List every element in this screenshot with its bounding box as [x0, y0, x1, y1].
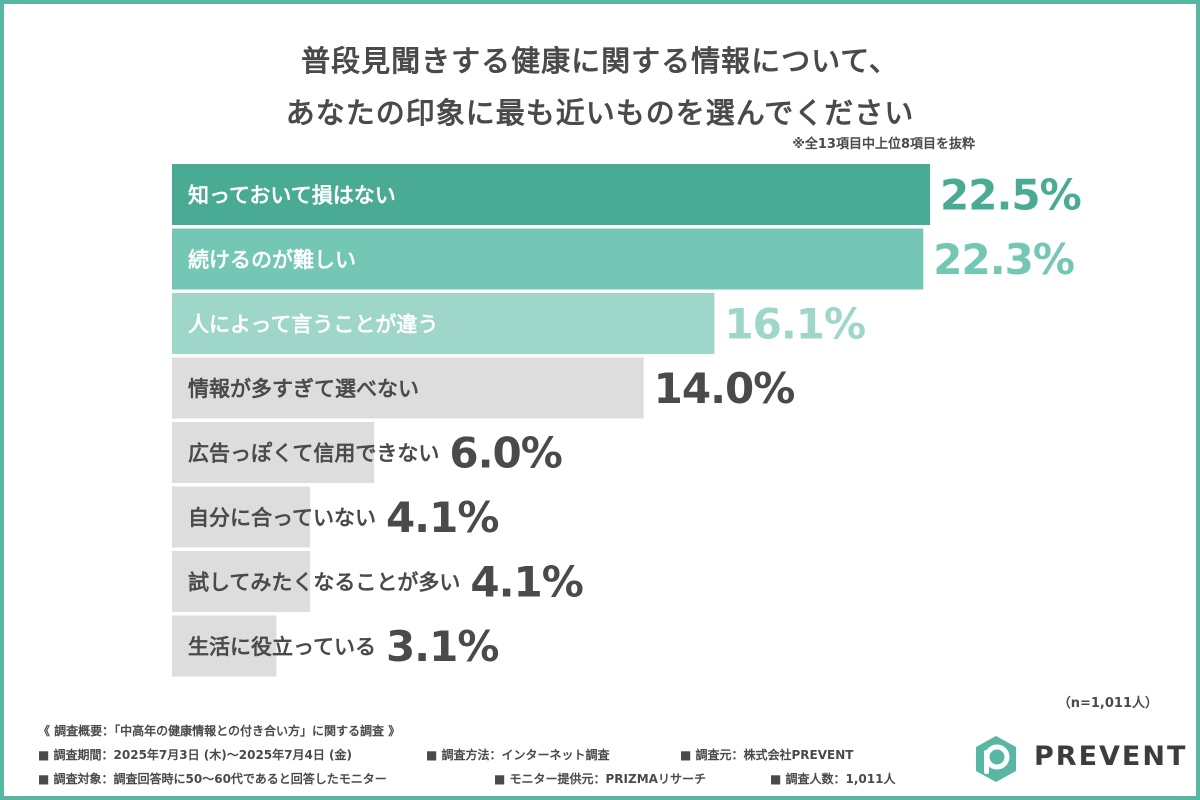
chart-title-line1: 普段見聞きする健康に関する情報について、 — [301, 44, 899, 78]
survey-target: ■ 調査対象：調査回答時に50〜60代であると回答したモニター — [38, 772, 387, 786]
survey-organizer: ■ 調査元：株式会社PREVENT — [680, 748, 854, 762]
logo-text: PREVENT — [1034, 741, 1188, 772]
bar-label-8: 生活に役立っている — [188, 635, 376, 659]
bar-value-5: 6.0% — [449, 429, 561, 478]
bar-label-1: 知っておいて損はない — [188, 184, 396, 208]
survey-method: ■ 調査方法：インターネット調査 — [426, 748, 610, 762]
survey-count: ■ 調査人数：1,011人 — [770, 772, 896, 786]
bar-1 — [172, 164, 930, 225]
bar-5 — [172, 422, 375, 483]
prevent-logo: PREVENT — [970, 733, 1185, 783]
bar-label-5: 広告っぽくて信用できない — [188, 442, 439, 466]
bar-value-3: 16.1% — [724, 300, 865, 349]
survey-period: ■ 調査期間：2025年7月3日 (木)〜2025年7月4日 (金) — [38, 748, 353, 762]
bar-value-8: 3.1% — [386, 622, 498, 671]
bar-6 — [172, 486, 311, 548]
bar-3 — [172, 293, 715, 354]
bar-2 — [172, 228, 924, 290]
bar-label-7: 試してみたくなることが多い — [188, 571, 460, 595]
bar-value-6: 4.1% — [386, 493, 498, 542]
sample-size-note: （n=1,011人） — [1057, 696, 1158, 711]
bar-label-6: 自分に合っていない — [188, 506, 376, 530]
bar-4 — [172, 357, 644, 419]
bar-value-1: 22.5% — [940, 171, 1081, 220]
survey-provider: ■ モニター提供元：PRIZMAリサーチ — [494, 772, 706, 786]
bar-value-4: 14.0% — [654, 364, 795, 413]
chart-title-line2: あなたの印象に最も近いものを選んでください — [285, 96, 915, 130]
survey-heading: 《 調査概要：「中高年の健康情報との付き合い方」に関する調査 》 — [38, 724, 401, 738]
bar-7 — [172, 551, 311, 612]
bar-label-4: 情報が多すぎて選べない — [188, 377, 419, 401]
subset-note: ※全13項目中上位8項目を抜粋 — [792, 137, 975, 152]
bar-label-2: 続けるのが難しい — [188, 248, 356, 272]
bar-value-7: 4.1% — [470, 558, 582, 607]
bar-8 — [172, 615, 277, 677]
bar-label-3: 人によって言うことが違う — [188, 313, 438, 337]
logo-mark-icon — [976, 736, 1016, 782]
bar-value-2: 22.3% — [933, 235, 1074, 284]
